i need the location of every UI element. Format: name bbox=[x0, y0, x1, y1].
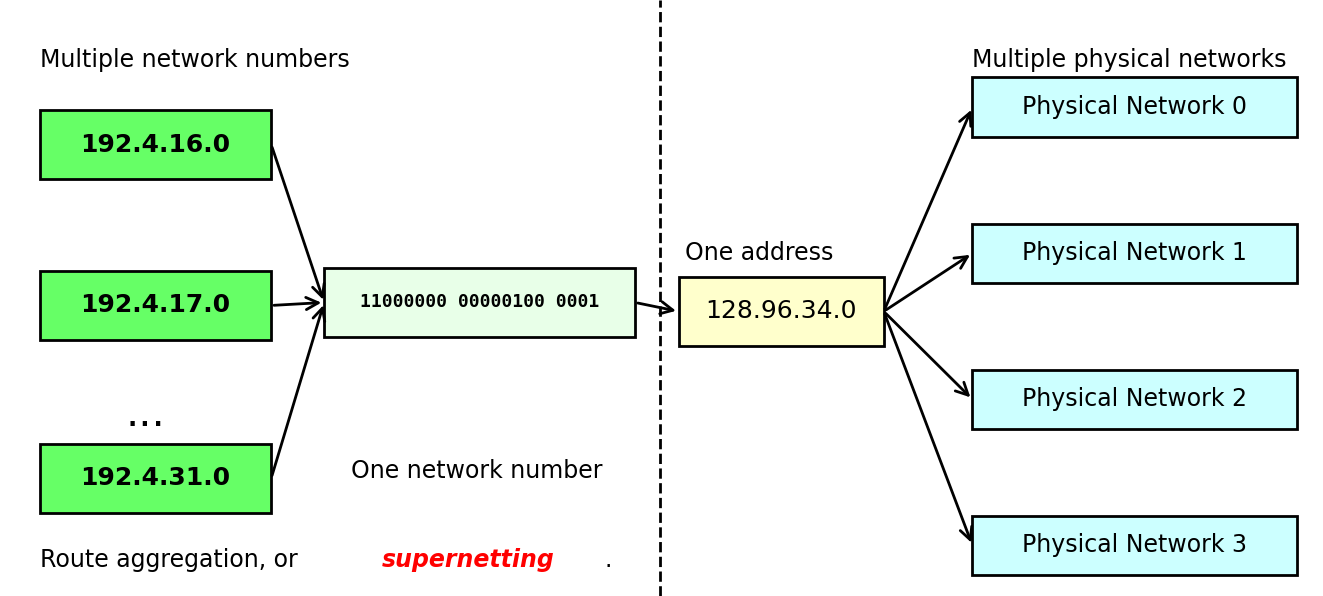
FancyBboxPatch shape bbox=[972, 370, 1297, 429]
Text: 192.4.17.0: 192.4.17.0 bbox=[81, 293, 230, 318]
FancyBboxPatch shape bbox=[40, 110, 271, 179]
Text: Multiple network numbers: Multiple network numbers bbox=[40, 48, 349, 72]
Text: 192.4.16.0: 192.4.16.0 bbox=[81, 132, 230, 157]
FancyBboxPatch shape bbox=[972, 77, 1297, 137]
FancyBboxPatch shape bbox=[40, 444, 271, 513]
Text: Physical Network 1: Physical Network 1 bbox=[1023, 241, 1246, 265]
Text: Physical Network 3: Physical Network 3 bbox=[1021, 533, 1248, 557]
Text: ...: ... bbox=[126, 393, 165, 435]
Text: Physical Network 0: Physical Network 0 bbox=[1021, 95, 1248, 119]
Text: One network number: One network number bbox=[351, 459, 602, 483]
Text: Route aggregation, or: Route aggregation, or bbox=[40, 548, 304, 572]
FancyBboxPatch shape bbox=[972, 224, 1297, 283]
Text: .: . bbox=[605, 548, 613, 572]
Text: One address: One address bbox=[685, 241, 833, 265]
Text: Multiple physical networks: Multiple physical networks bbox=[972, 48, 1287, 72]
Text: 128.96.34.0: 128.96.34.0 bbox=[705, 299, 857, 324]
Text: Physical Network 2: Physical Network 2 bbox=[1021, 387, 1248, 411]
Text: 192.4.31.0: 192.4.31.0 bbox=[81, 466, 230, 491]
Text: 11000000 00000100 0001: 11000000 00000100 0001 bbox=[360, 293, 599, 312]
FancyBboxPatch shape bbox=[972, 516, 1297, 575]
FancyBboxPatch shape bbox=[679, 277, 884, 346]
FancyBboxPatch shape bbox=[40, 271, 271, 340]
FancyBboxPatch shape bbox=[324, 268, 635, 337]
Text: supernetting: supernetting bbox=[382, 548, 554, 572]
